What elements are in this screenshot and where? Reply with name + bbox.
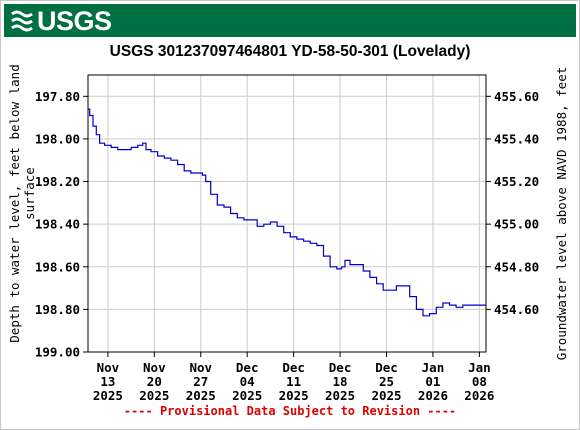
y-axis-left: 197.80 198.00 198.20 198.40 198.60 198.80 199.… [35, 89, 88, 360]
x-tick-label: 01 [425, 374, 440, 389]
x-tick-label: Nov [97, 360, 120, 375]
x-tick-label: 25 [379, 374, 394, 389]
y-axis-label-left-line2: surface [22, 167, 37, 220]
x-tick-label: 2025 [93, 388, 123, 403]
series-line [88, 108, 486, 317]
y2-tick-label: 455.00 [494, 217, 539, 232]
y-axis-label-right: Groundwater level above NAVD 1988, feet [554, 67, 569, 361]
x-tick-label: 2025 [232, 388, 262, 403]
chart-title: USGS 301237097464801 YD-58-50-301 (Lovel… [109, 43, 471, 60]
x-tick-label: Dec [375, 360, 398, 375]
x-tick-label: Nov [143, 360, 166, 375]
plot-border [87, 74, 487, 353]
y-tick-label: 198.20 [35, 174, 80, 189]
y2-tick-label: 455.20 [494, 174, 539, 189]
provisional-notice: ---- Provisional Data Subject to Revisio… [123, 404, 457, 418]
y-axis-right: 455.60 455.40 455.20 455.00 454.80 454.60 [486, 89, 539, 317]
grid-lines [88, 75, 486, 353]
y-tick-label: 199.00 [35, 345, 80, 360]
x-tick-label: Nov [189, 360, 212, 375]
x-axis: Nov132025Nov202025Nov272025Dec042025Dec1… [93, 352, 494, 403]
x-tick-label: Jan [422, 360, 445, 375]
y2-tick-label: 455.60 [494, 89, 539, 104]
x-tick-label: 2026 [464, 388, 494, 403]
y-tick-label: 198.60 [35, 259, 80, 274]
x-tick-label: 2026 [418, 388, 448, 403]
x-tick-label: Dec [236, 360, 259, 375]
x-tick-label: 08 [472, 374, 487, 389]
x-tick-label: 2025 [279, 388, 309, 403]
y-tick-label: 198.80 [35, 302, 80, 317]
y-axis-label-left: Depth to water level, feet below land [7, 64, 22, 342]
x-tick-label: 2025 [186, 388, 216, 403]
y2-tick-label: 455.40 [494, 131, 539, 146]
x-tick-label: 11 [286, 374, 301, 389]
x-tick-label: Dec [282, 360, 305, 375]
usgs-logo-text: USGS [37, 5, 112, 36]
x-tick-label: Jan [468, 360, 491, 375]
usgs-banner: USGS [4, 4, 576, 37]
x-tick-label: 2025 [139, 388, 169, 403]
x-tick-label: 18 [333, 374, 348, 389]
x-tick-label: 2025 [325, 388, 355, 403]
x-tick-label: 2025 [371, 388, 401, 403]
y2-tick-label: 454.80 [494, 259, 539, 274]
usgs-logo[interactable]: USGS [10, 5, 112, 36]
y2-tick-label: 454.60 [494, 302, 539, 317]
x-tick-label: 13 [100, 374, 115, 389]
x-tick-label: Dec [329, 360, 352, 375]
y-tick-label: 198.00 [35, 131, 80, 146]
y-tick-label: 197.80 [35, 89, 80, 104]
usgs-wave-icon [11, 10, 33, 32]
x-tick-label: 20 [147, 374, 162, 389]
x-tick-label: 04 [240, 374, 255, 389]
y-tick-label: 198.40 [35, 217, 80, 232]
x-tick-label: 27 [193, 374, 208, 389]
